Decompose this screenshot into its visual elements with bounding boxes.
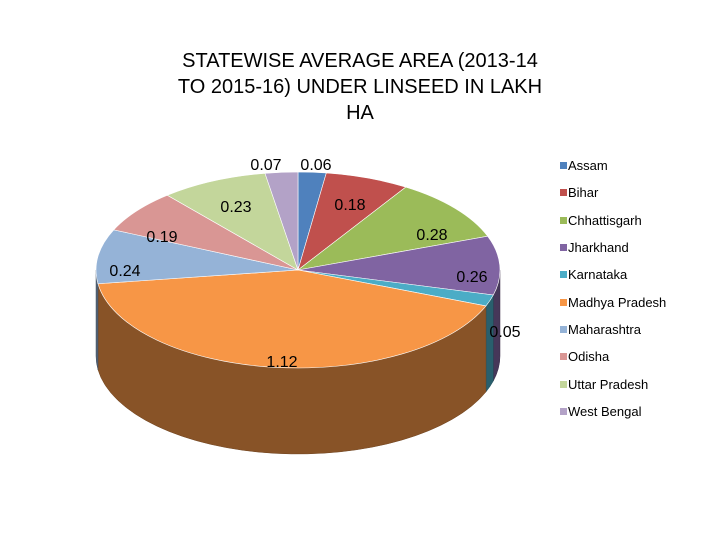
legend-label: Maharashtra <box>568 321 641 337</box>
data-label-maharashtra: 0.24 <box>109 263 140 280</box>
chart-title-line-3: HA <box>346 102 374 124</box>
data-label-karnataka: 0.05 <box>489 324 520 341</box>
pie-tops <box>95 171 501 369</box>
legend-swatch <box>560 162 567 170</box>
legend-item-odisha: Odisha <box>560 343 666 370</box>
legend-swatch <box>560 271 567 279</box>
pie-slice-maharashtra <box>95 229 299 285</box>
data-label-odisha: 0.19 <box>146 229 177 246</box>
legend-item-karnataka: Karnataka <box>560 261 666 288</box>
legend-label: Madhya Pradesh <box>568 294 667 310</box>
legend-item-assam: Assam <box>560 152 666 179</box>
data-label-assam: 0.06 <box>300 157 331 174</box>
pie-sides <box>95 269 501 455</box>
chart-title-line-1: STATEWISE AVERAGE AREA (2013-14 <box>182 50 538 72</box>
legend-item-maharashtra: Maharashtra <box>560 316 666 343</box>
legend-label: Assam <box>568 158 608 174</box>
legend-item-madhya-pradesh: Madhya Pradesh <box>560 288 666 315</box>
legend: Assam Bihar Chhattisgarh Jharkhand Karnataka… <box>560 152 666 425</box>
pie-slice-madhya-pradesh <box>97 269 487 369</box>
data-label-west-bengal: 0.07 <box>250 157 281 174</box>
legend-swatch <box>560 244 567 252</box>
legend-label: Bihar <box>568 185 599 201</box>
pie-slice-jharkhand <box>297 235 501 296</box>
legend-label: Jharkhand <box>568 240 629 256</box>
legend-swatch <box>560 407 567 415</box>
pie-side-karnataka <box>485 294 494 393</box>
legend-item-chhattisgarh: Chhattisgarh <box>560 207 666 234</box>
pie-labels: 0.06 0.18 0.28 0.26 0.05 1.12 0.24 0.19 0.23 0.07 <box>109 157 520 371</box>
data-label-uttar-pradesh: 0.23 <box>220 199 251 216</box>
legend-label: Uttar Pradesh <box>568 376 649 392</box>
data-label-bihar: 0.18 <box>334 197 365 214</box>
chart-title: STATEWISE AVERAGE AREA (2013-14 TO 2015-… <box>110 48 610 126</box>
legend-item-jharkhand: Jharkhand <box>560 234 666 261</box>
chart-title-line-2: TO 2015-16) UNDER LINSEED IN LAKH <box>177 76 543 98</box>
legend-label: Odisha <box>568 349 610 365</box>
pie-slice-west-bengal <box>264 171 299 271</box>
pie-slice-uttar-pradesh <box>166 172 299 271</box>
legend-swatch <box>560 380 567 388</box>
legend-swatch <box>560 216 567 224</box>
data-label-chhattisgarh: 0.28 <box>416 227 447 244</box>
legend-item-uttar-pradesh: Uttar Pradesh <box>560 370 666 397</box>
legend-label: Chhattisgarh <box>568 212 642 228</box>
legend-swatch <box>560 189 567 197</box>
legend-swatch <box>560 298 567 306</box>
pie-slice-chhattisgarh <box>297 186 489 271</box>
pie-side-maharashtra <box>95 269 99 370</box>
legend-item-west-bengal: West Bengal <box>560 398 666 425</box>
legend-swatch <box>560 353 567 361</box>
data-label-madhya-pradesh: 1.12 <box>266 354 297 371</box>
legend-item-bihar: Bihar <box>560 179 666 206</box>
data-label-jharkhand: 0.26 <box>456 269 487 286</box>
legend-swatch <box>560 325 567 333</box>
legend-label: West Bengal <box>568 403 642 419</box>
legend-label: Karnataka <box>568 267 628 283</box>
